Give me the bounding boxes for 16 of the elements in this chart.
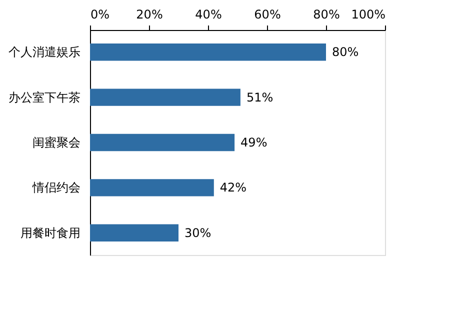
x-tick-label: 40% — [195, 8, 222, 22]
x-tick-label: 80% — [313, 8, 340, 22]
data-label: 51% — [246, 90, 274, 104]
data-label: 30% — [184, 226, 212, 240]
x-tick-label: 100% — [351, 8, 386, 22]
x-tick-label: 60% — [254, 8, 281, 22]
y-tick-label: 个人消遣娱乐 — [8, 45, 80, 60]
x-tick-label: 0% — [90, 8, 110, 22]
y-tick-label: 情侣约会 — [32, 180, 80, 195]
y-tick-label: 办公室下午茶 — [8, 90, 80, 104]
y-tick-label: 用餐时食用 — [20, 226, 80, 240]
x-tick-label: 20% — [136, 8, 163, 22]
y-tick-label: 闺蜜聚会 — [32, 136, 80, 150]
data-label: 80% — [332, 45, 359, 60]
data-label: 42% — [220, 180, 247, 195]
data-label: 49% — [240, 136, 268, 150]
